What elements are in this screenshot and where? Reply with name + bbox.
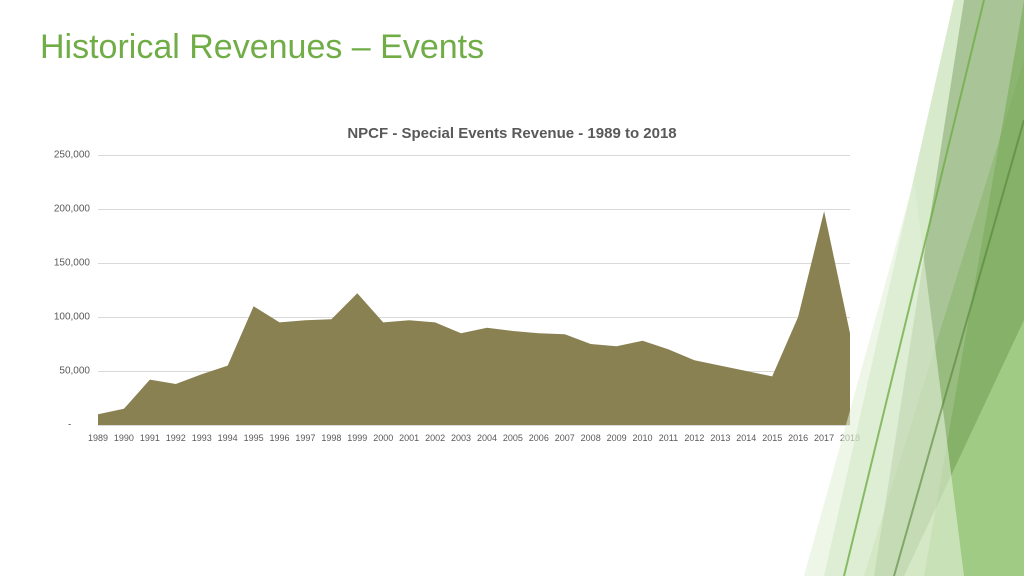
x-tick-label: 1989 [88,433,108,443]
x-tick-label: 1991 [140,433,160,443]
area-chart: -50,000100,000150,000200,000250,000 1989… [40,155,850,455]
x-tick-label: 2017 [814,433,834,443]
page-title: Historical Revenues – Events [40,28,484,67]
x-tick-label: 2006 [529,433,549,443]
area-series [98,155,850,425]
x-tick-label: 2018 [840,433,860,443]
x-tick-label: 2003 [451,433,471,443]
x-tick-label: 2016 [788,433,808,443]
x-tick-label: 2000 [373,433,393,443]
area-fill [98,211,850,425]
x-tick-label: 1992 [166,433,186,443]
x-tick-label: 2005 [503,433,523,443]
x-tick-label: 2004 [477,433,497,443]
x-tick-label: 2012 [684,433,704,443]
y-tick-label: 200,000 [40,204,90,215]
x-axis: 1989199019911992199319941995199619971998… [98,433,850,453]
x-tick-label: 1999 [347,433,367,443]
x-tick-label: 1993 [192,433,212,443]
x-tick-label: 2011 [659,433,678,443]
x-tick-label: 1997 [295,433,315,443]
x-tick-label: 1998 [321,433,341,443]
y-tick-label: 100,000 [40,312,90,323]
x-tick-label: 2013 [710,433,730,443]
y-tick-label: 250,000 [40,150,90,161]
gridline [98,425,850,426]
chart-title: NPCF - Special Events Revenue - 1989 to … [0,125,1024,142]
slide: Historical Revenues – Events NPCF - Spec… [0,0,1024,576]
y-tick-label: - [68,420,71,431]
x-tick-label: 1994 [218,433,238,443]
x-tick-label: 2008 [581,433,601,443]
x-tick-label: 1990 [114,433,134,443]
x-tick-label: 1996 [270,433,290,443]
y-tick-label: 50,000 [40,366,90,377]
x-tick-label: 2010 [633,433,653,443]
x-tick-label: 2002 [425,433,445,443]
x-tick-label: 2001 [399,433,419,443]
plot-area [98,155,850,425]
x-tick-label: 2015 [762,433,782,443]
y-tick-label: 150,000 [40,258,90,269]
x-tick-label: 2007 [555,433,575,443]
x-tick-label: 2009 [607,433,627,443]
x-tick-label: 2014 [736,433,756,443]
x-tick-label: 1995 [244,433,264,443]
